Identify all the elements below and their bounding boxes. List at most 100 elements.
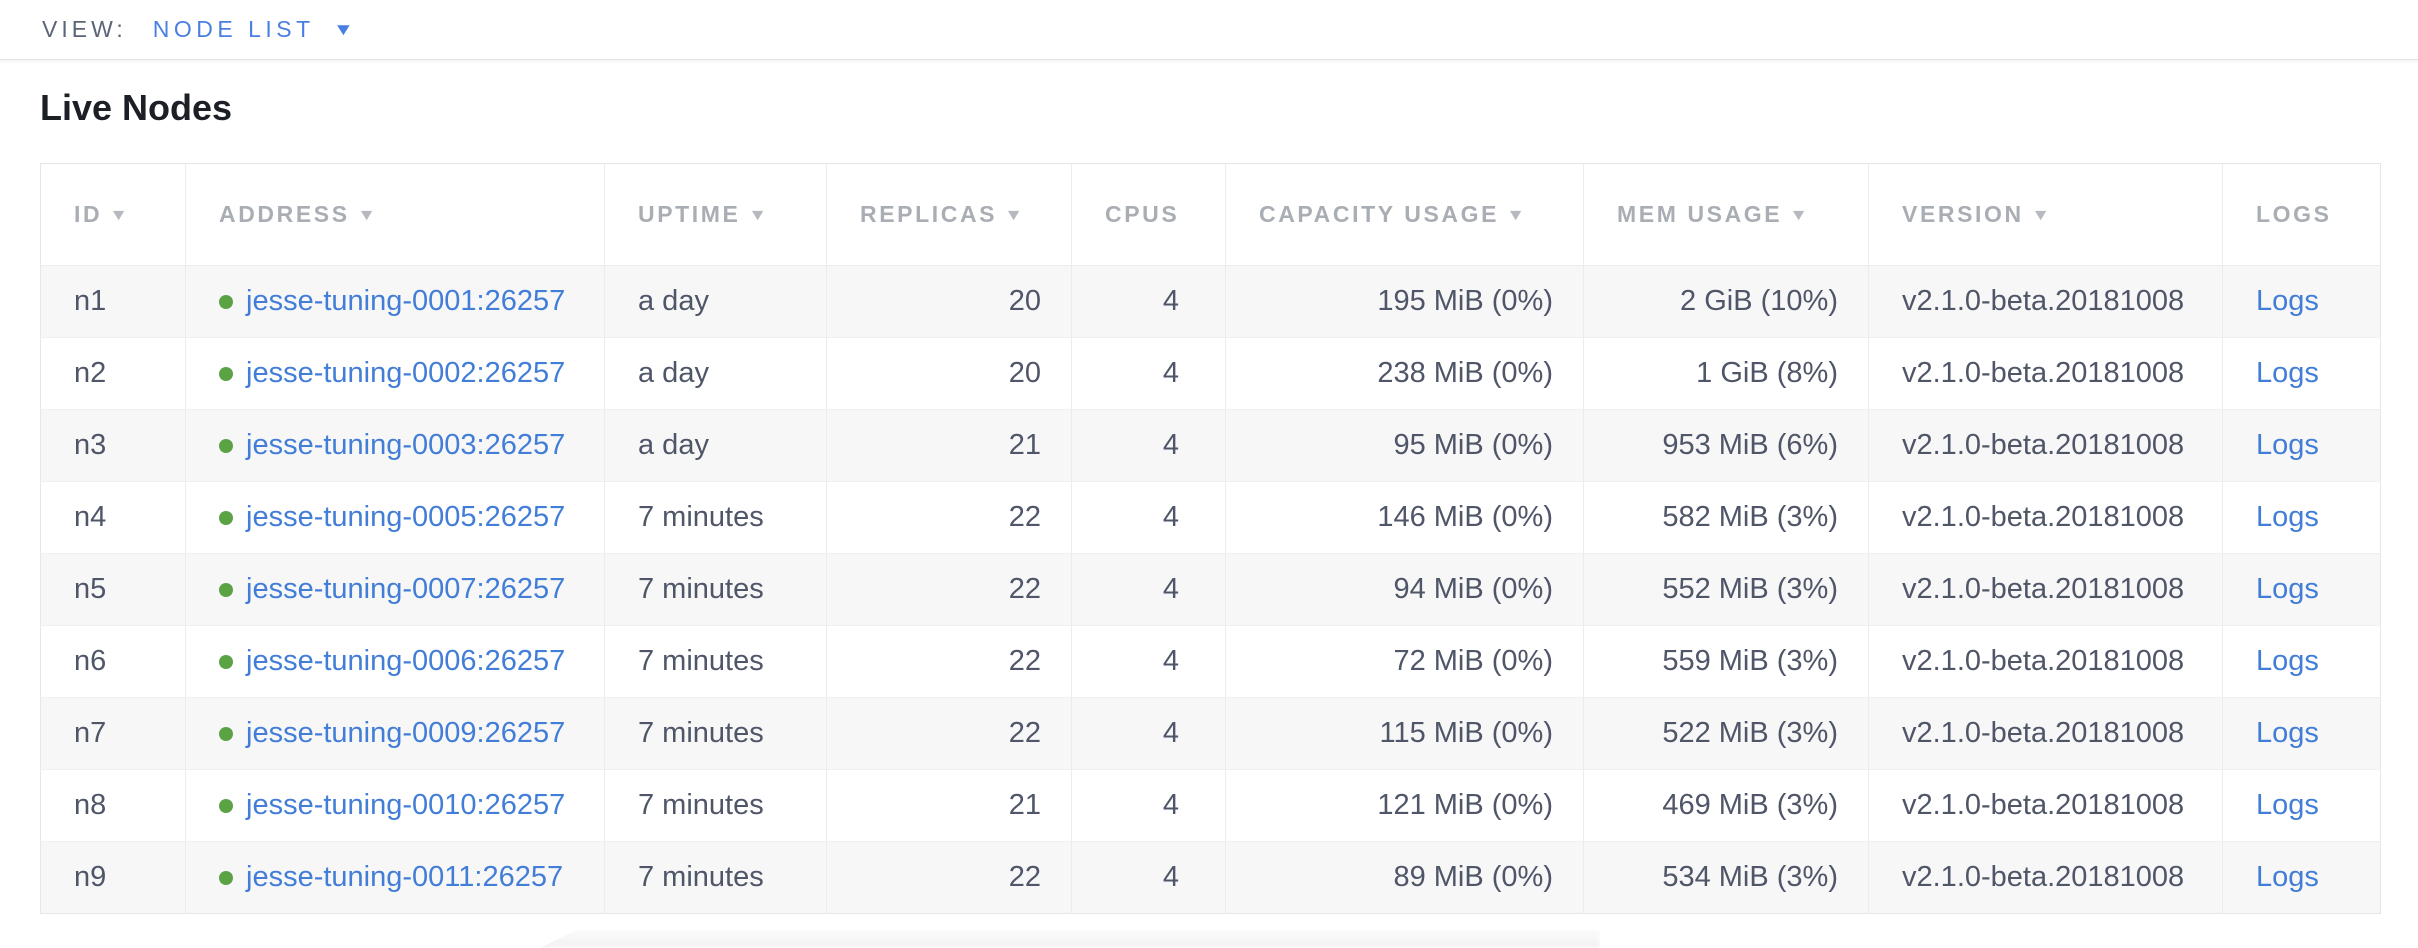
node-id-cell: n2 [40, 337, 186, 410]
node-logs-link[interactable]: Logs [2256, 645, 2319, 677]
view-dropdown[interactable]: NODE LIST ▼ [152, 16, 354, 43]
node-address-link[interactable]: jesse-tuning-0001:26257 [246, 285, 566, 317]
node-cpus-cell: 4 [1071, 265, 1226, 338]
node-cpus-cell: 4 [1071, 409, 1226, 482]
column-header-version[interactable]: VERSION ▼ [1868, 163, 2223, 266]
node-address-link[interactable]: jesse-tuning-0002:26257 [246, 357, 566, 389]
node-id-cell: n6 [40, 625, 186, 698]
table-row: n5 jesse-tuning-0007:26257 7 minutes 22 … [40, 553, 2381, 626]
node-id-cell: n8 [40, 769, 186, 842]
view-selector-bar: VIEW: NODE LIST ▼ [0, 0, 2418, 60]
next-section-shadow [540, 930, 1600, 948]
node-healthy-status-icon [219, 366, 233, 381]
table-row: n1 jesse-tuning-0001:26257 a day 20 4 19… [40, 265, 2381, 338]
node-version-cell: v2.1.0-beta.20181008 [1868, 337, 2223, 410]
node-logs-link[interactable]: Logs [2256, 357, 2319, 389]
node-address-cell: jesse-tuning-0007:26257 [185, 553, 605, 626]
node-cpus-cell: 4 [1071, 553, 1226, 626]
sort-arrow-icon: ▼ [747, 207, 770, 224]
node-uptime-cell: 7 minutes [604, 769, 827, 842]
node-logs-link[interactable]: Logs [2256, 861, 2319, 893]
node-version-cell: v2.1.0-beta.20181008 [1868, 481, 2223, 554]
view-dropdown-value: NODE LIST [152, 16, 315, 42]
node-logs-cell: Logs [2222, 409, 2381, 482]
node-logs-cell: Logs [2222, 625, 2381, 698]
node-address-link[interactable]: jesse-tuning-0010:26257 [246, 789, 566, 821]
node-uptime-cell: a day [604, 265, 827, 338]
node-replicas-cell: 22 [826, 697, 1072, 770]
view-label: VIEW: [42, 16, 127, 42]
node-logs-cell: Logs [2222, 481, 2381, 554]
column-header-id[interactable]: ID ▼ [40, 163, 186, 266]
node-replicas-cell: 22 [826, 481, 1072, 554]
node-logs-cell: Logs [2222, 841, 2381, 914]
node-replicas-cell: 20 [826, 265, 1072, 338]
node-replicas-cell: 21 [826, 769, 1072, 842]
node-healthy-status-icon [219, 294, 233, 309]
node-logs-link[interactable]: Logs [2256, 429, 2319, 461]
table-header-row: ID ▼ ADDRESS ▼ UPTIME ▼ REPLICAS ▼ CPUS CAPA… [40, 163, 2381, 266]
node-mem-usage-cell: 534 MiB (3%) [1583, 841, 1869, 914]
column-header-logs: LOGS [2222, 163, 2381, 266]
node-capacity-usage-cell: 89 MiB (0%) [1225, 841, 1584, 914]
sort-arrow-icon: ▼ [1004, 207, 1027, 224]
sort-arrow-icon: ▼ [1506, 207, 1529, 224]
node-capacity-usage-cell: 72 MiB (0%) [1225, 625, 1584, 698]
node-logs-link[interactable]: Logs [2256, 573, 2319, 605]
node-uptime-cell: a day [604, 409, 827, 482]
node-address-link[interactable]: jesse-tuning-0005:26257 [246, 501, 566, 533]
node-capacity-usage-cell: 95 MiB (0%) [1225, 409, 1584, 482]
node-healthy-status-icon [219, 510, 233, 525]
node-mem-usage-cell: 522 MiB (3%) [1583, 697, 1869, 770]
sort-arrow-icon: ▼ [1789, 207, 1812, 224]
column-header-address[interactable]: ADDRESS ▼ [185, 163, 605, 266]
node-logs-cell: Logs [2222, 769, 2381, 842]
node-mem-usage-cell: 552 MiB (3%) [1583, 553, 1869, 626]
table-row: n3 jesse-tuning-0003:26257 a day 21 4 95… [40, 409, 2381, 482]
column-header-capacity-usage[interactable]: CAPACITY USAGE ▼ [1225, 163, 1584, 266]
node-address-link[interactable]: jesse-tuning-0003:26257 [246, 429, 566, 461]
node-healthy-status-icon [219, 582, 233, 597]
node-healthy-status-icon [219, 726, 233, 741]
node-id-cell: n9 [40, 841, 186, 914]
live-nodes-table: ID ▼ ADDRESS ▼ UPTIME ▼ REPLICAS ▼ CPUS CAPA… [40, 163, 2381, 914]
node-replicas-cell: 21 [826, 409, 1072, 482]
node-logs-link[interactable]: Logs [2256, 717, 2319, 749]
node-uptime-cell: 7 minutes [604, 553, 827, 626]
node-version-cell: v2.1.0-beta.20181008 [1868, 265, 2223, 338]
node-address-cell: jesse-tuning-0001:26257 [185, 265, 605, 338]
node-id-cell: n4 [40, 481, 186, 554]
node-healthy-status-icon [219, 798, 233, 813]
node-address-link[interactable]: jesse-tuning-0007:26257 [246, 573, 566, 605]
node-logs-link[interactable]: Logs [2256, 501, 2319, 533]
node-version-cell: v2.1.0-beta.20181008 [1868, 625, 2223, 698]
node-address-link[interactable]: jesse-tuning-0009:26257 [246, 717, 566, 749]
sort-arrow-icon: ▼ [109, 207, 132, 224]
node-version-cell: v2.1.0-beta.20181008 [1868, 697, 2223, 770]
sort-arrow-icon: ▼ [356, 207, 379, 224]
node-uptime-cell: 7 minutes [604, 697, 827, 770]
node-address-cell: jesse-tuning-0003:26257 [185, 409, 605, 482]
node-address-link[interactable]: jesse-tuning-0011:26257 [246, 861, 564, 893]
node-uptime-cell: 7 minutes [604, 625, 827, 698]
node-logs-link[interactable]: Logs [2256, 789, 2319, 821]
node-capacity-usage-cell: 115 MiB (0%) [1225, 697, 1584, 770]
node-id-cell: n1 [40, 265, 186, 338]
node-mem-usage-cell: 953 MiB (6%) [1583, 409, 1869, 482]
column-header-replicas[interactable]: REPLICAS ▼ [826, 163, 1072, 266]
node-replicas-cell: 22 [826, 553, 1072, 626]
node-logs-link[interactable]: Logs [2256, 285, 2319, 317]
node-version-cell: v2.1.0-beta.20181008 [1868, 769, 2223, 842]
node-cpus-cell: 4 [1071, 625, 1226, 698]
node-uptime-cell: 7 minutes [604, 841, 827, 914]
node-version-cell: v2.1.0-beta.20181008 [1868, 409, 2223, 482]
column-header-mem-usage[interactable]: MEM USAGE ▼ [1583, 163, 1869, 266]
node-mem-usage-cell: 2 GiB (10%) [1583, 265, 1869, 338]
column-header-cpus: CPUS [1071, 163, 1226, 266]
node-uptime-cell: a day [604, 337, 827, 410]
node-cpus-cell: 4 [1071, 769, 1226, 842]
node-address-link[interactable]: jesse-tuning-0006:26257 [246, 645, 566, 677]
column-header-uptime[interactable]: UPTIME ▼ [604, 163, 827, 266]
table-row: n4 jesse-tuning-0005:26257 7 minutes 22 … [40, 481, 2381, 554]
node-id-cell: n3 [40, 409, 186, 482]
